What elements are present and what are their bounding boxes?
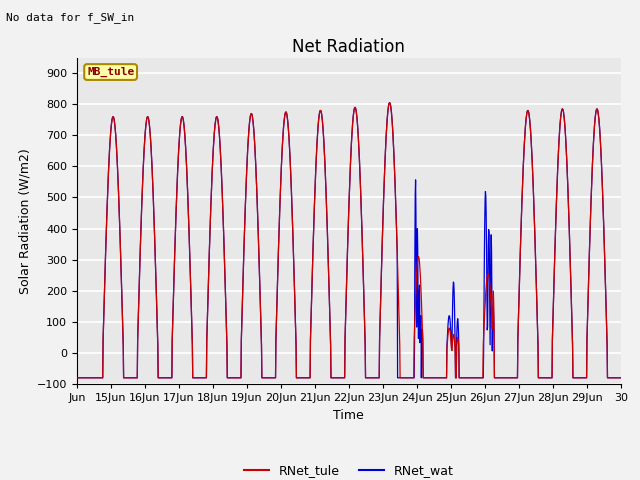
Line: RNet_tule: RNet_tule [77,103,621,378]
RNet_tule [500,375,508,381]
RNet_wat [617,375,625,381]
RNet_tule [386,100,394,106]
Y-axis label: Solar Radiation (W/m2): Solar Radiation (W/m2) [18,148,31,294]
RNet_tule [73,375,81,381]
Legend: RNet_tule, RNet_wat: RNet_tule, RNet_wat [239,459,459,480]
RNet_tule [435,375,442,381]
RNet_tule [524,109,531,115]
RNet_wat [215,123,223,129]
RNet_tule [617,375,625,381]
RNet_wat [500,375,508,381]
RNet_wat [435,375,442,381]
RNet_tule [422,375,430,381]
RNet_wat [186,255,194,261]
RNet_wat [422,375,430,381]
RNet_tule [215,123,223,129]
RNet_wat [73,375,81,381]
Text: No data for f_SW_in: No data for f_SW_in [6,12,134,23]
X-axis label: Time: Time [333,408,364,421]
RNet_tule [186,255,194,261]
Title: Net Radiation: Net Radiation [292,38,405,56]
RNet_wat [524,109,531,115]
RNet_wat [386,100,394,106]
Text: MB_tule: MB_tule [87,67,134,77]
Line: RNet_wat: RNet_wat [77,103,621,378]
